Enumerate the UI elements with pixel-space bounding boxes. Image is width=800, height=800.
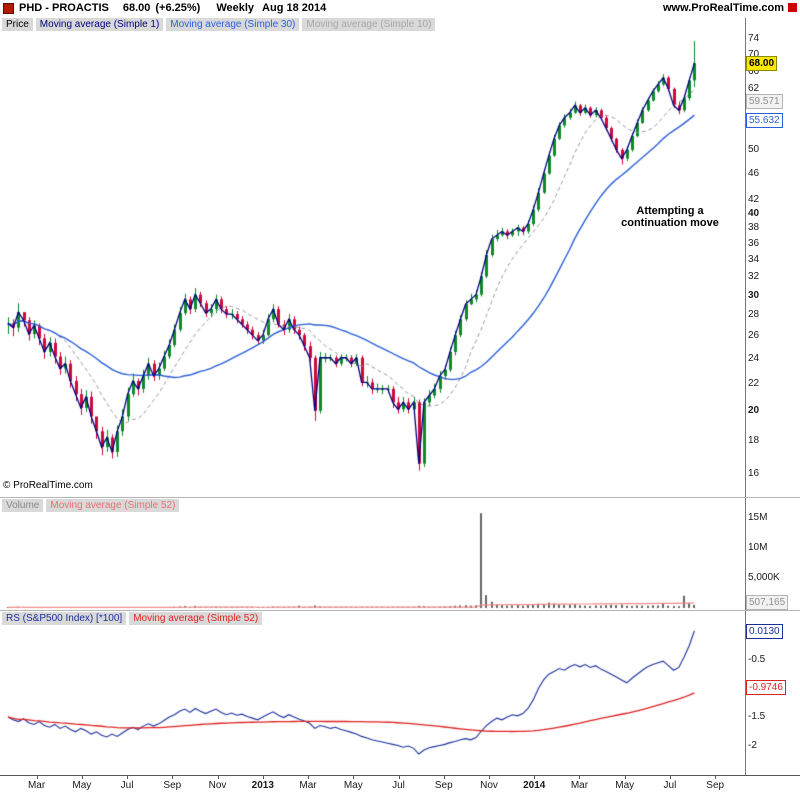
volume-chart-canvas[interactable] bbox=[0, 512, 745, 609]
volume-axis-tick: 10M bbox=[748, 542, 768, 553]
x-axis-label: May bbox=[343, 780, 363, 791]
legend-item-volume-ma52[interactable]: Moving average (Simple 52) bbox=[46, 499, 180, 512]
rs-axis-tick: -0.5 bbox=[748, 654, 766, 665]
x-axis-tick bbox=[489, 776, 490, 779]
x-axis-label: Mar bbox=[27, 780, 46, 791]
price-axis-tick: 74 bbox=[748, 33, 760, 45]
legend-item-ma30[interactable]: Moving average (Simple 30) bbox=[166, 18, 300, 31]
x-axis-label: Jul bbox=[120, 780, 134, 791]
volume-rs-separator bbox=[0, 610, 800, 611]
price-axis-tick: 70 bbox=[748, 48, 760, 60]
price-axis-tick: 24 bbox=[748, 352, 760, 364]
price-volume-separator bbox=[0, 497, 800, 498]
volume-axis-tick: 5,000K bbox=[748, 572, 780, 583]
x-axis-label: 2013 bbox=[251, 780, 274, 791]
last-rs-axis-box: 0.0130 bbox=[746, 623, 783, 639]
ma30-axis-box: 55.632 bbox=[746, 113, 783, 129]
last-price-axis-box: 68.00 bbox=[746, 56, 778, 72]
annotation-line-1: Attempting a bbox=[636, 205, 704, 217]
x-axis-label: Sep bbox=[706, 780, 725, 791]
price-axis-tick: 16 bbox=[748, 468, 760, 480]
x-axis-tick bbox=[218, 776, 219, 779]
x-axis-tick bbox=[37, 776, 38, 779]
x-axis-tick bbox=[444, 776, 445, 779]
x-axis-tick bbox=[670, 776, 671, 779]
price-axis-tick: 40 bbox=[748, 207, 760, 219]
prorealtime-link[interactable]: www.ProRealTime.com bbox=[662, 2, 784, 14]
copyright-label: © ProRealTime.com bbox=[3, 480, 93, 491]
price-axis-tick: 20 bbox=[748, 404, 760, 416]
x-axis-label: Nov bbox=[208, 780, 227, 791]
x-axis-label: Jul bbox=[392, 780, 405, 791]
rs-axis-tick: -2 bbox=[748, 739, 757, 751]
rs-axis-tick: -1.5 bbox=[748, 711, 766, 722]
price-axis-tick: 36 bbox=[748, 237, 760, 249]
price-axis-tick: 26 bbox=[748, 330, 760, 342]
price-axis-tick: 62 bbox=[748, 83, 760, 95]
x-axis-label: Jul bbox=[663, 780, 677, 791]
x-axis-tick bbox=[82, 776, 83, 779]
price-axis-tick: 18 bbox=[748, 434, 760, 446]
x-axis-tick bbox=[399, 776, 400, 779]
legend-item-ma1[interactable]: Moving average (Simple 1) bbox=[35, 18, 164, 31]
x-axis-tick bbox=[263, 776, 264, 779]
last-volume-axis-box: 507,165 bbox=[746, 595, 789, 610]
price-chart-canvas[interactable] bbox=[0, 18, 745, 490]
x-axis-label: Sep bbox=[434, 780, 453, 791]
header-left: PHD - PROACTIS 68.00 (+6.25%) Weekly Aug… bbox=[3, 2, 326, 14]
chart-header: PHD - PROACTIS 68.00 (+6.25%) Weekly Aug… bbox=[0, 0, 800, 17]
x-axis-tick bbox=[715, 776, 716, 779]
price-axis-tick: 34 bbox=[748, 254, 760, 265]
timeframe-label: Weekly bbox=[216, 2, 255, 14]
x-axis-tick bbox=[172, 776, 173, 779]
x-axis-label: May bbox=[615, 780, 635, 791]
price-legend: Price Moving average (Simple 1) Moving a… bbox=[2, 18, 436, 31]
app-icon bbox=[3, 2, 14, 14]
rs-legend: RS (S&P500 Index) [*100] Moving average … bbox=[2, 612, 263, 625]
price-axis-tick: 42 bbox=[748, 194, 760, 205]
rs-chart-canvas[interactable] bbox=[0, 625, 745, 775]
x-axis-label: Mar bbox=[299, 780, 317, 791]
x-axis-tick bbox=[625, 776, 626, 779]
last-price: 68.00 bbox=[122, 2, 151, 14]
x-axis-label: Nov bbox=[480, 780, 498, 791]
chart-annotation[interactable]: Attempting a continuation move bbox=[590, 205, 750, 229]
prt-logo-icon bbox=[788, 3, 797, 12]
right-axis-line bbox=[745, 18, 746, 775]
legend-item-volume[interactable]: Volume bbox=[2, 499, 44, 512]
legend-item-rs-ma52[interactable]: Moving average (Simple 52) bbox=[129, 612, 263, 625]
volume-legend: Volume Moving average (Simple 52) bbox=[2, 499, 180, 512]
legend-item-rs[interactable]: RS (S&P500 Index) [*100] bbox=[2, 612, 127, 625]
x-axis-label: May bbox=[72, 780, 92, 791]
date-label: Aug 18 2014 bbox=[262, 2, 327, 14]
symbol-title: PHD - PROACTIS bbox=[19, 2, 109, 14]
price-axis-tick: 46 bbox=[748, 168, 760, 180]
price-axis-tick: 50 bbox=[748, 144, 760, 156]
x-axis-tick bbox=[353, 776, 354, 779]
price-axis-tick: 30 bbox=[748, 289, 760, 301]
legend-item-ma10[interactable]: Moving average (Simple 10) bbox=[302, 18, 436, 31]
volume-axis-tick: 15M bbox=[748, 512, 768, 523]
x-axis-tick bbox=[308, 776, 309, 779]
annotation-line-2: continuation move bbox=[621, 217, 719, 229]
rs-ma-axis-box: -0.9746 bbox=[746, 680, 786, 696]
price-axis-tick: 22 bbox=[748, 377, 760, 389]
price-axis-tick: 38 bbox=[748, 222, 760, 234]
x-axis-label: Sep bbox=[163, 780, 182, 791]
price-axis-tick: 32 bbox=[748, 271, 760, 283]
x-axis-tick bbox=[579, 776, 580, 779]
price-axis-tick: 28 bbox=[748, 309, 760, 321]
price-change: (+6.25%) bbox=[155, 2, 201, 14]
legend-item-price[interactable]: Price bbox=[2, 18, 33, 31]
x-axis-tick bbox=[127, 776, 128, 779]
ma10-axis-box: 59.571 bbox=[746, 93, 783, 109]
x-axis-tick bbox=[534, 776, 535, 779]
x-axis-label: Mar bbox=[570, 780, 589, 791]
x-axis-line bbox=[0, 775, 800, 776]
x-axis-label: 2014 bbox=[523, 780, 546, 791]
